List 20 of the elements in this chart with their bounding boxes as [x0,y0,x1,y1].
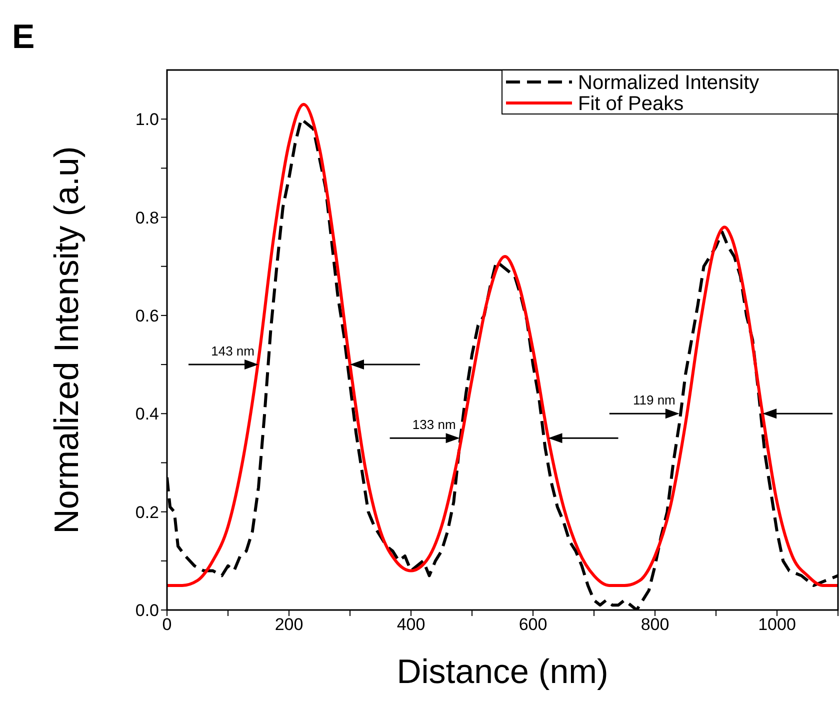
y-tick-label: 0.0 [135,601,159,620]
y-axis-title: Normalized Intensity (a.u) [48,146,86,534]
x-tick-label: 400 [396,615,426,634]
y-tick-label: 0.8 [135,208,159,228]
x-tick-label: 800 [640,615,670,634]
annotation: 119 nm [632,392,676,408]
y-tick-label: 0.6 [135,306,159,326]
chart-title: E [12,18,35,56]
x-tick-label: 600 [518,615,548,634]
legend-label: Fit of Peaks [578,93,684,115]
y-tick-label: 1.0 [135,110,159,130]
x-axis-title: Distance (nm) [396,653,608,691]
annotation: 133 nm [412,417,456,432]
y-tick-label: 0.2 [135,502,159,522]
y-tick-label: 0.4 [135,404,159,424]
legend-label: Normalized Intensity [578,72,760,94]
x-tick-label: 1000 [758,615,796,634]
annotation: 143 nm [211,344,254,359]
x-tick-label: 0 [162,615,172,634]
x-tick-label: 200 [274,615,304,634]
